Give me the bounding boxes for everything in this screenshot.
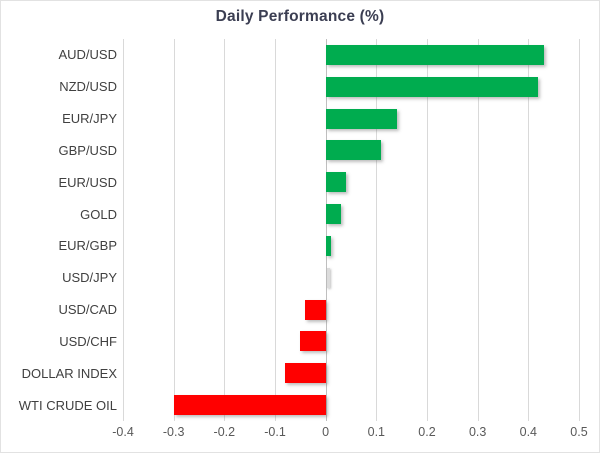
x-tick-label-0p2: 0.2 <box>418 425 436 439</box>
chart-title: Daily Performance (%) <box>215 8 385 25</box>
x-tick-label-neg0p4: -0.4 <box>112 425 134 439</box>
bar-gbp-usd <box>325 140 382 161</box>
bar-wti-crude-oil <box>173 395 326 416</box>
gridline <box>427 39 428 421</box>
bar-gold <box>325 204 341 225</box>
gridline <box>224 39 226 421</box>
zero-axis-line <box>325 39 327 421</box>
x-tick-label-0p4: 0.4 <box>519 425 538 439</box>
bar-eur-jpy <box>325 108 397 129</box>
gridline <box>376 39 378 421</box>
category-label-usd-chf: USD/CHF <box>59 333 117 349</box>
bar-dollar-index <box>285 363 326 384</box>
gridline <box>528 39 530 421</box>
bar-nzd-usd <box>325 76 539 97</box>
x-axis-tick-labels: -0.4 -0.3 -0.2 -0.1 0 0.1 0.2 0.3 0.4 0.5 <box>112 425 587 443</box>
category-label-wti-crude-oil: WTI CRUDE OIL <box>18 397 117 413</box>
category-label-eur-usd: EUR/USD <box>58 174 117 190</box>
x-tick-label-neg0p1: -0.1 <box>264 425 286 439</box>
plot-area <box>123 39 580 421</box>
gridline <box>477 39 479 421</box>
category-label-nzd-usd: NZD/USD <box>59 79 117 95</box>
category-label-dollar-index: DOLLAR INDEX <box>21 365 117 381</box>
bar-eur-usd <box>325 172 346 193</box>
category-label-gold: GOLD <box>80 206 117 222</box>
bar-usd-chf <box>300 331 326 352</box>
gridline <box>579 39 580 421</box>
x-tick-label-0p1: 0.1 <box>367 425 386 439</box>
category-label-usd-cad: USD/CAD <box>58 302 117 318</box>
category-axis-labels: AUD/USD NZD/USD EUR/JPY GBP/USD EUR/USD GOLD E… <box>1 39 117 421</box>
x-tick-label-neg0p3: -0.3 <box>162 425 185 439</box>
bar-eur-gbp <box>325 235 331 256</box>
gridline <box>123 39 124 421</box>
bar-usd-jpy <box>326 267 330 288</box>
category-label-eur-gbp: EUR/GBP <box>58 238 117 254</box>
bar-aud-usd <box>325 44 544 65</box>
category-label-aud-usd: AUD/USD <box>58 47 117 63</box>
category-label-usd-jpy: USD/JPY <box>62 270 117 286</box>
category-label-gbp-usd: GBP/USD <box>58 142 117 158</box>
x-tick-label-0p3: 0.3 <box>468 425 487 439</box>
x-tick-label-0: 0 <box>322 425 330 439</box>
x-tick-label-neg0p2: -0.2 <box>213 425 236 439</box>
gridline <box>275 39 276 421</box>
bar-usd-cad <box>305 299 326 320</box>
x-tick-label-0p5: 0.5 <box>570 425 588 439</box>
category-label-eur-jpy: EUR/JPY <box>62 111 117 127</box>
gridline <box>173 39 175 421</box>
